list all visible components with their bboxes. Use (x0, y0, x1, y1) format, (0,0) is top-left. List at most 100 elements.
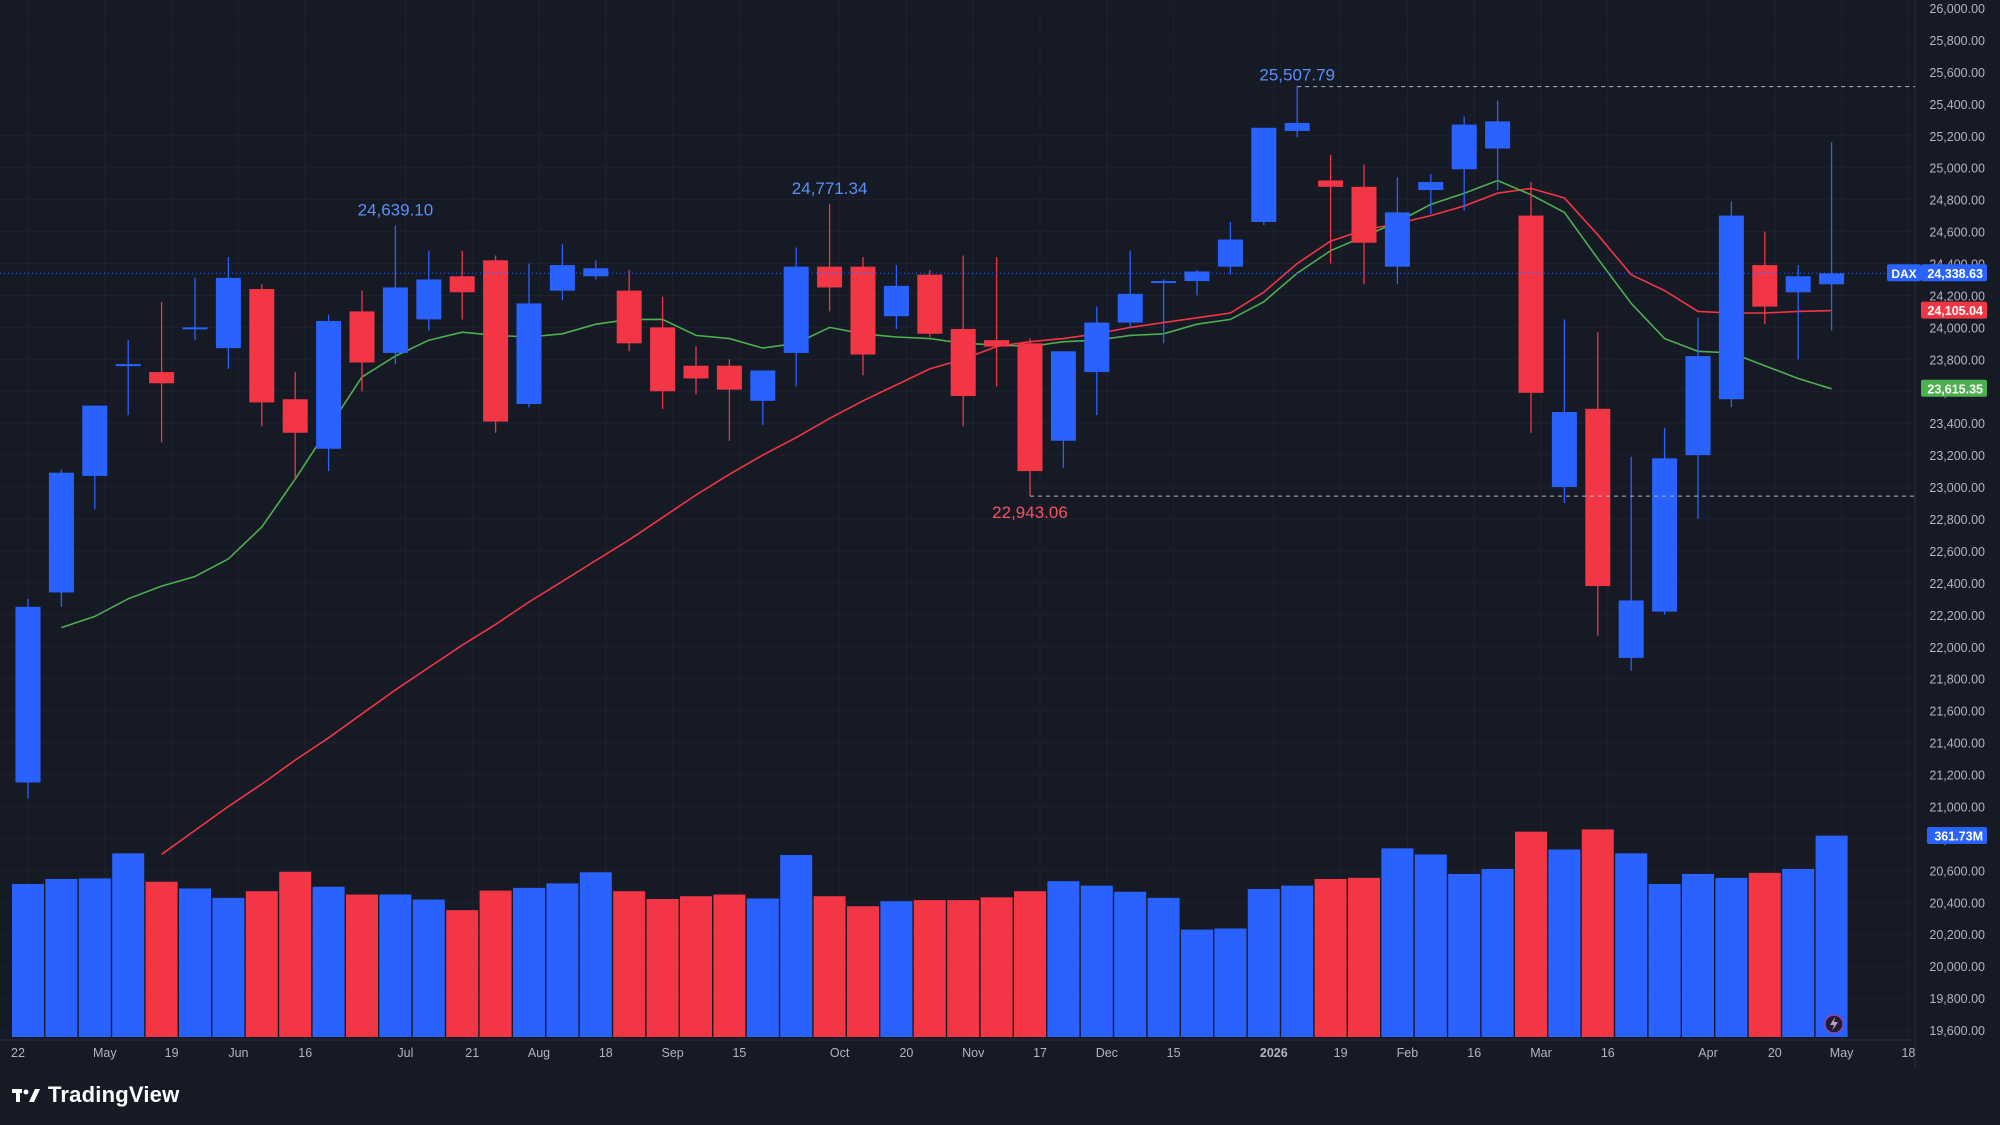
volume-bar (1047, 881, 1080, 1037)
candle-body[interactable] (1485, 121, 1511, 149)
candle-body[interactable] (15, 606, 41, 783)
candle-body[interactable] (1585, 408, 1611, 587)
candle-body[interactable] (115, 364, 141, 367)
candle-body[interactable] (616, 290, 642, 344)
volume-bar (45, 878, 78, 1037)
price-axis-label: 23,200.00 (1929, 449, 1985, 463)
candle-body[interactable] (1251, 127, 1277, 222)
candle-body[interactable] (1418, 182, 1444, 191)
candle-body[interactable] (683, 365, 709, 379)
candle-body[interactable] (850, 266, 876, 355)
candle-body[interactable] (82, 405, 108, 476)
price-axis-label: 25,200.00 (1929, 130, 1985, 144)
price-axis-label: 24,600.00 (1929, 226, 1985, 240)
price-axis-label: 24,000.00 (1929, 321, 1985, 335)
candle-body[interactable] (1785, 276, 1811, 293)
candle-body[interactable] (249, 289, 275, 403)
price-axis-label: 19,600.00 (1929, 1024, 1985, 1038)
price-axis-label: 25,800.00 (1929, 34, 1985, 48)
price-axis-label: 25,600.00 (1929, 66, 1985, 80)
time-axis-label: 16 (1601, 1046, 1615, 1060)
candle-body[interactable] (1652, 458, 1678, 612)
candle-body[interactable] (817, 266, 843, 288)
candle-body[interactable] (1384, 212, 1410, 267)
candle-body[interactable] (1718, 215, 1744, 400)
price-axis-label: 26,000.00 (1929, 2, 1985, 16)
price-axis-label: 22,400.00 (1929, 577, 1985, 591)
candle-body[interactable] (516, 303, 542, 405)
candle-body[interactable] (215, 277, 241, 349)
candle-body[interactable] (1050, 351, 1076, 441)
candle-body[interactable] (1819, 273, 1845, 285)
time-axis-label: Nov (962, 1046, 985, 1060)
volume-bar (746, 898, 779, 1037)
price-axis-label: 22,000.00 (1929, 641, 1985, 655)
chart-area[interactable]: 24,639.10 24,771.34 25,507.79 22,943.06 26,0… (0, 0, 1990, 1068)
last-price-tag-bg (1921, 264, 1987, 282)
candle-body[interactable] (783, 266, 809, 353)
volume-bar (1581, 829, 1614, 1037)
volume-bar (245, 891, 278, 1037)
candle-body[interactable] (316, 320, 342, 449)
candle-body[interactable] (1351, 186, 1377, 243)
candle-body[interactable] (182, 327, 208, 330)
candle-body[interactable] (549, 265, 575, 291)
volume-bar (1515, 831, 1547, 1037)
volume-bar (1815, 835, 1848, 1037)
candle-body[interactable] (1451, 124, 1477, 170)
candle-body[interactable] (483, 260, 509, 422)
volume-bar (179, 888, 211, 1037)
symbol-tag-bg (1887, 264, 1921, 282)
candle-body[interactable] (917, 274, 943, 334)
candle-body[interactable] (1551, 412, 1577, 488)
high-annotation: 25,507.79 (1259, 66, 1335, 85)
candle-body[interactable] (149, 372, 175, 384)
candle-body[interactable] (1518, 215, 1544, 393)
price-axis-label: 21,600.00 (1929, 705, 1985, 719)
candle-body[interactable] (449, 276, 475, 293)
price-axis-label: 23,800.00 (1929, 353, 1985, 367)
price-axis-label: 20,000.00 (1929, 960, 1985, 974)
candle-body[interactable] (883, 285, 909, 317)
candle-body[interactable] (1752, 265, 1778, 307)
volume-bar (913, 900, 946, 1037)
volume-bar (1314, 878, 1347, 1037)
volume-bar (813, 896, 846, 1037)
time-axis-label: Jul (397, 1046, 413, 1060)
candle-body[interactable] (1084, 322, 1110, 373)
candle-body[interactable] (1318, 180, 1344, 187)
volume-bar (680, 896, 712, 1037)
candle-body[interactable] (382, 287, 408, 353)
time-axis-label: Aug (528, 1046, 550, 1060)
candle-body[interactable] (1184, 271, 1210, 282)
candle-body[interactable] (950, 328, 976, 397)
price-axis-label: 21,400.00 (1929, 737, 1985, 751)
volume-bar (479, 890, 512, 1037)
candle-body[interactable] (282, 399, 308, 433)
sma-slow-tag: 24,105.04 (1927, 304, 1983, 318)
candle-body[interactable] (48, 472, 74, 593)
candle-body[interactable] (1685, 356, 1711, 456)
candle-body[interactable] (750, 370, 776, 401)
candle-body[interactable] (1117, 293, 1143, 323)
candle-body[interactable] (1217, 239, 1243, 267)
price-axis-label: 24,800.00 (1929, 194, 1985, 208)
candle-body[interactable] (1017, 343, 1043, 472)
price-chart[interactable]: 24,639.10 24,771.34 25,507.79 22,943.06 26,0… (0, 0, 1990, 1068)
candle-body[interactable] (1284, 122, 1310, 131)
time-axis-label: 15 (732, 1046, 746, 1060)
candle-body[interactable] (583, 268, 609, 277)
candle-body[interactable] (984, 340, 1010, 347)
volume-bar (78, 878, 111, 1037)
tradingview-logo[interactable]: TradingView (12, 1082, 179, 1108)
candle-body[interactable] (349, 311, 375, 363)
candle-body[interactable] (416, 279, 442, 320)
time-axis-label: 19 (165, 1046, 179, 1060)
price-axis-label: 20,600.00 (1929, 864, 1985, 878)
candle-body[interactable] (1151, 281, 1177, 284)
candle-body[interactable] (650, 327, 676, 392)
candle-body[interactable] (1618, 600, 1644, 658)
volume-bar (1348, 877, 1380, 1037)
volume-bar (112, 853, 145, 1037)
candle-body[interactable] (716, 365, 742, 390)
